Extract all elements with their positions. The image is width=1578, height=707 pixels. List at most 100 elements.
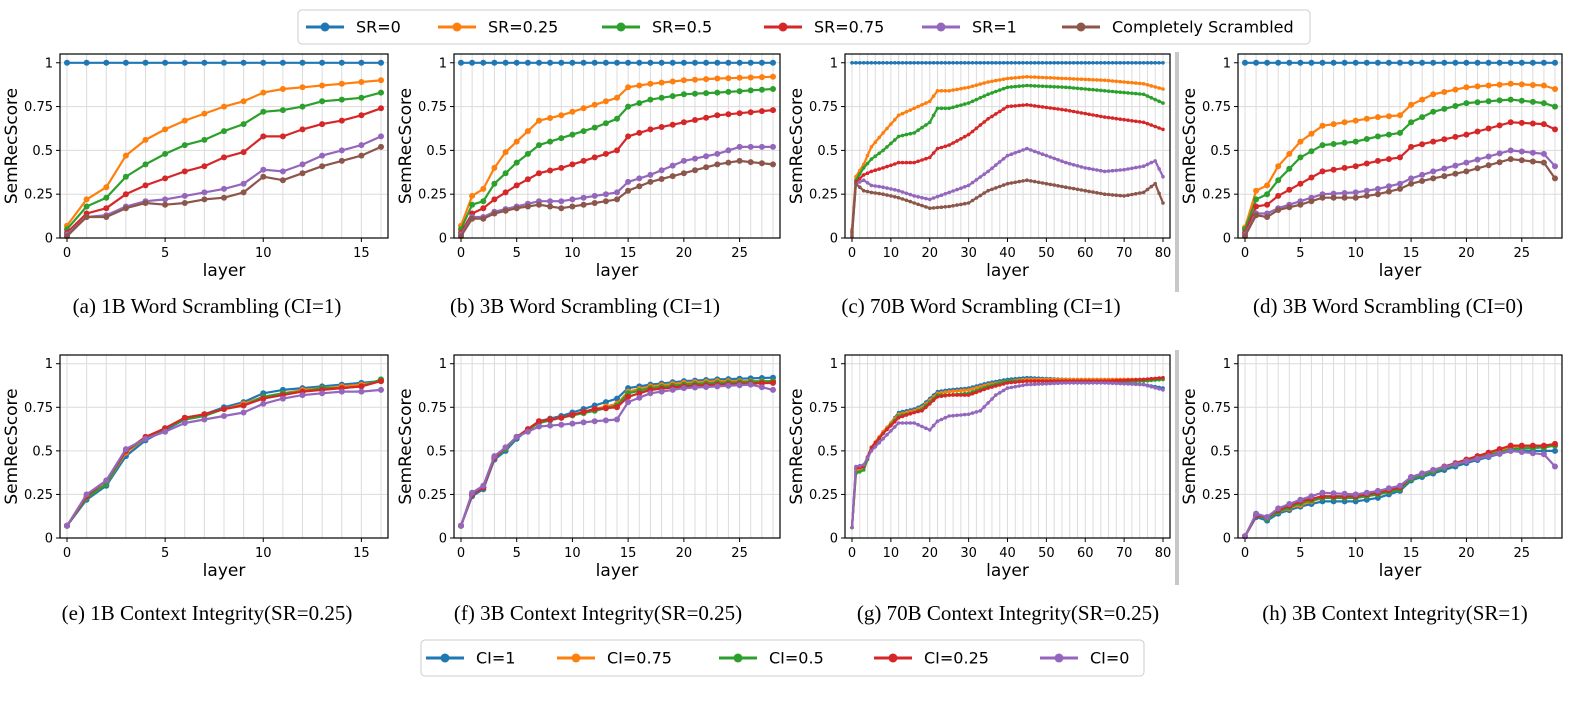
data-point [181, 200, 188, 206]
data-point [908, 192, 913, 197]
data-point [142, 59, 149, 66]
data-point [602, 417, 609, 424]
data-point [1134, 165, 1138, 170]
data-point [1374, 185, 1381, 192]
data-point [1507, 447, 1514, 454]
data-point [636, 129, 643, 136]
data-point [896, 134, 901, 139]
data-point [299, 103, 306, 110]
data-point [1161, 375, 1165, 380]
x-tick-label: 50 [1038, 546, 1055, 561]
data-point [1518, 148, 1525, 155]
data-point [1518, 442, 1525, 449]
series-completely-scrambled [64, 143, 384, 240]
data-point [319, 121, 326, 128]
data-point [858, 176, 862, 181]
data-point [1079, 381, 1084, 385]
series-sr-0-25 [1242, 80, 1558, 231]
data-point [221, 154, 227, 161]
data-point [1474, 156, 1481, 163]
data-point [1308, 148, 1315, 155]
data-point [1071, 77, 1076, 81]
data-point [1110, 381, 1115, 386]
data-point [1083, 111, 1088, 116]
data-point [920, 103, 924, 107]
data-point [770, 59, 776, 66]
data-point [636, 390, 643, 397]
data-point [1067, 61, 1072, 65]
data-point [647, 126, 654, 133]
legend-entry: CI=0.75 [557, 649, 672, 668]
data-point [1040, 61, 1045, 65]
data-point [1083, 87, 1088, 91]
data-point [1032, 84, 1037, 88]
data-point [978, 389, 983, 393]
data-point [480, 205, 487, 212]
data-point [955, 104, 959, 108]
data-point [865, 456, 870, 460]
x-tick-label: 20 [1458, 546, 1475, 561]
data-point [279, 177, 286, 184]
data-point [1352, 59, 1359, 66]
data-point [931, 113, 936, 118]
data-point [591, 406, 598, 412]
data-point [896, 113, 901, 118]
data-point [885, 61, 889, 65]
data-point [1126, 61, 1130, 65]
data-point [970, 391, 975, 396]
data-point [1419, 59, 1426, 66]
series-sr-0 [64, 59, 384, 66]
data-point [947, 393, 951, 397]
data-point [1110, 168, 1115, 173]
data-point [1130, 119, 1134, 123]
data-point [103, 205, 110, 212]
data-point [869, 190, 874, 195]
data-point [703, 114, 710, 121]
data-point [1141, 61, 1146, 65]
series-ci-0-25 [850, 375, 1165, 530]
y-axis-label: SemRecScore [1180, 88, 1200, 204]
data-point [1052, 106, 1056, 111]
data-point [997, 61, 1002, 65]
data-point [502, 59, 509, 66]
data-point [939, 89, 944, 93]
data-point [338, 96, 345, 103]
data-point [1118, 79, 1122, 84]
data-point [966, 412, 971, 417]
data-point [142, 136, 149, 143]
x-tick-label: 0 [457, 546, 465, 561]
data-point [1083, 166, 1088, 170]
data-point [1319, 122, 1326, 129]
data-point [962, 201, 967, 206]
data-point [908, 61, 913, 65]
data-point [1095, 191, 1099, 195]
data-point [1341, 139, 1348, 146]
data-point [1040, 152, 1045, 156]
data-point [955, 203, 959, 207]
series-ci-0 [850, 381, 1165, 530]
data-point [1145, 187, 1150, 192]
data-point [1013, 384, 1018, 389]
data-point [1507, 119, 1514, 126]
data-point [1036, 379, 1041, 383]
data-point [747, 59, 754, 66]
data-point [1025, 382, 1029, 387]
data-point [83, 214, 90, 220]
x-tick-label: 40 [999, 246, 1016, 261]
data-point [1017, 149, 1021, 154]
data-point [970, 129, 975, 134]
data-point [358, 94, 365, 101]
data-point [480, 215, 487, 222]
data-point [873, 154, 878, 158]
data-point [524, 428, 531, 435]
data-point [1032, 382, 1037, 387]
data-point [970, 84, 975, 88]
data-point [1067, 109, 1072, 113]
data-point [1441, 59, 1448, 66]
data-point [591, 101, 598, 108]
data-point [1083, 381, 1088, 385]
data-point [279, 133, 286, 140]
data-point [978, 96, 983, 100]
data-point [912, 421, 916, 425]
